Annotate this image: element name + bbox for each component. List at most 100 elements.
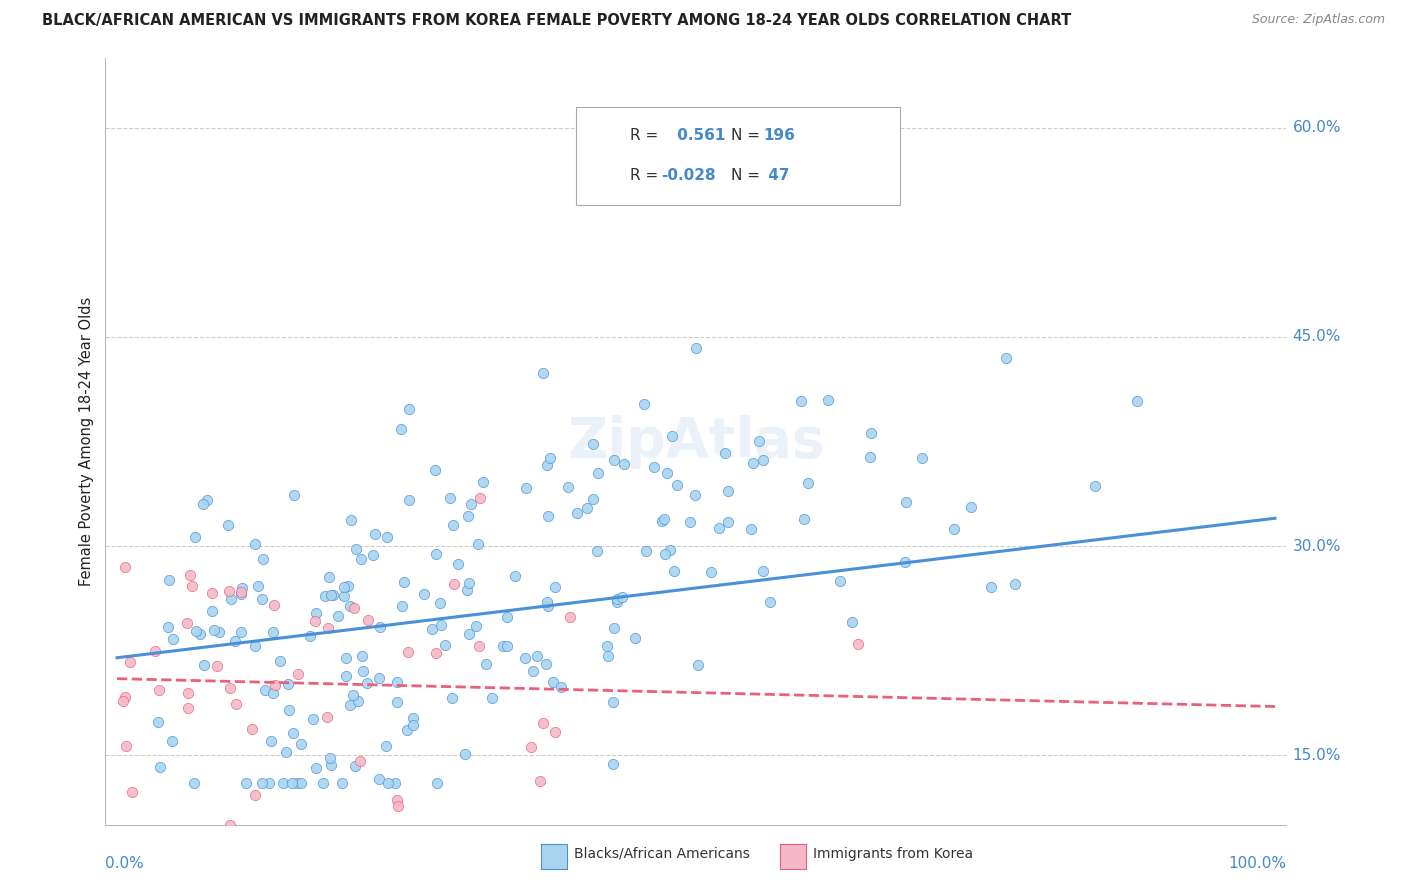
Point — [195, 492, 218, 507]
Point — [183, 776, 205, 790]
Text: 100.0%: 100.0% — [1229, 855, 1286, 871]
Point — [385, 792, 408, 806]
Point — [149, 759, 172, 773]
Point — [191, 496, 214, 510]
Point — [281, 776, 304, 790]
Point — [519, 739, 541, 754]
Point — [114, 690, 136, 705]
Point — [529, 774, 551, 789]
Point — [290, 737, 312, 751]
Point — [537, 599, 560, 613]
Point — [318, 570, 340, 584]
Point — [333, 580, 356, 594]
Point — [253, 682, 276, 697]
Point — [157, 573, 180, 587]
Point — [231, 585, 253, 599]
Point — [217, 518, 239, 533]
Point — [602, 756, 624, 771]
Text: 45.0%: 45.0% — [1292, 329, 1341, 344]
Point — [356, 676, 378, 690]
Point — [457, 509, 479, 524]
Point — [623, 631, 645, 645]
Point — [193, 658, 215, 673]
Point — [606, 595, 628, 609]
Point — [636, 543, 658, 558]
Point — [398, 493, 420, 508]
Point — [433, 639, 456, 653]
Point — [596, 649, 619, 664]
Point — [148, 683, 170, 698]
Point — [375, 739, 398, 754]
Point — [402, 711, 425, 725]
Point — [281, 726, 304, 740]
Point — [481, 690, 503, 705]
Text: Source: ZipAtlas.com: Source: ZipAtlas.com — [1251, 13, 1385, 27]
Point — [186, 624, 208, 639]
Point — [219, 818, 242, 832]
Point — [456, 583, 478, 598]
Point — [602, 696, 624, 710]
Point — [789, 393, 811, 408]
Point — [531, 366, 554, 380]
Point — [177, 686, 200, 700]
Point — [314, 589, 336, 603]
Point — [793, 512, 815, 526]
Point — [361, 548, 384, 562]
Point — [441, 518, 464, 533]
Point — [395, 723, 418, 738]
Point — [276, 745, 298, 759]
Point — [350, 551, 373, 566]
Point — [264, 678, 287, 692]
Point — [613, 457, 636, 471]
Point — [515, 481, 537, 495]
Point — [352, 664, 374, 678]
Point — [229, 587, 252, 601]
Point — [342, 688, 364, 702]
Text: BLACK/AFRICAN AMERICAN VS IMMIGRANTS FROM KOREA FEMALE POVERTY AMONG 18-24 YEAR : BLACK/AFRICAN AMERICAN VS IMMIGRANTS FRO… — [42, 13, 1071, 29]
Point — [402, 718, 425, 732]
Point — [536, 458, 558, 473]
Point — [322, 588, 344, 602]
Point — [120, 655, 142, 669]
Point — [633, 397, 655, 411]
Point — [1004, 577, 1026, 591]
Point — [328, 608, 350, 623]
Point — [513, 651, 536, 665]
Point — [557, 480, 579, 494]
Point — [375, 530, 398, 544]
Point — [316, 621, 339, 635]
Point — [430, 618, 453, 632]
Point — [846, 636, 869, 650]
Point — [995, 351, 1018, 365]
Point — [492, 639, 515, 653]
Point — [817, 393, 839, 408]
Point — [287, 666, 309, 681]
Point — [752, 453, 775, 467]
Point — [224, 634, 246, 648]
Point — [250, 591, 273, 606]
Point — [243, 639, 266, 653]
Point — [389, 422, 412, 436]
Point — [201, 586, 224, 600]
Point — [250, 776, 273, 790]
Point — [666, 478, 689, 492]
Point — [271, 776, 294, 790]
Text: 196: 196 — [763, 128, 796, 143]
Point — [305, 607, 328, 621]
Point — [651, 514, 673, 528]
Point — [661, 428, 683, 442]
Point — [748, 434, 770, 449]
Text: R =: R = — [630, 168, 658, 183]
Point — [841, 615, 863, 629]
Point — [526, 648, 548, 663]
Point — [201, 604, 224, 618]
Point — [240, 722, 263, 736]
Point — [439, 491, 461, 505]
Point — [796, 476, 818, 491]
Point — [457, 575, 479, 590]
Point — [112, 694, 135, 708]
Point — [269, 654, 291, 668]
Point — [475, 657, 498, 672]
Text: R =: R = — [630, 128, 658, 143]
Point — [368, 772, 391, 787]
